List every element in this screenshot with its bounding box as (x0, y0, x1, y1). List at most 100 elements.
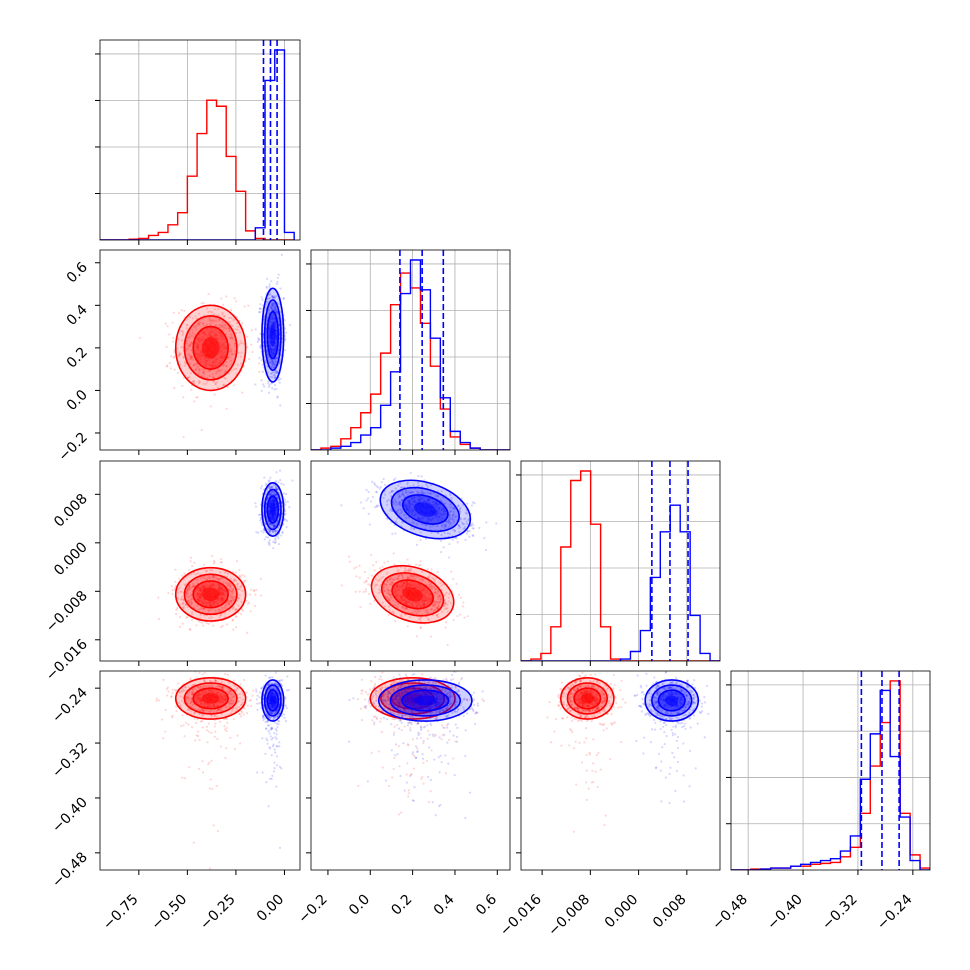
sample-point-red (220, 585, 223, 589)
sample-point-red (242, 679, 246, 682)
sample-point-blue (451, 518, 454, 521)
sample-point-red (433, 600, 436, 604)
sample-point-red (422, 593, 425, 596)
sample-point-red (424, 598, 427, 601)
sample-point-red (225, 726, 228, 730)
sample-point-red (389, 583, 392, 586)
sample-point-red (243, 707, 246, 710)
sample-point-red (428, 584, 431, 587)
sample-point-red (399, 566, 403, 569)
sample-point-blue (270, 726, 274, 730)
sample-point-red (198, 616, 202, 620)
sample-point-blue (261, 771, 264, 774)
sample-point-red (397, 588, 401, 592)
sample-point-red (224, 350, 227, 354)
sample-point-red (400, 574, 404, 577)
sample-point-blue (274, 529, 277, 533)
sample-point-red (180, 690, 183, 694)
sample-point-red (187, 336, 190, 339)
sample-point-red (426, 575, 430, 579)
sample-point-red (232, 694, 236, 697)
sample-point-blue (284, 518, 287, 521)
sample-point-red (200, 692, 203, 696)
sample-point-blue (267, 486, 270, 489)
sample-point-red (432, 577, 435, 580)
sample-point-red (230, 596, 233, 599)
sample-point-blue (265, 482, 268, 485)
sample-point-red (437, 594, 440, 597)
sample-point-red (202, 371, 205, 375)
sample-point-red (436, 589, 440, 592)
sample-point-red (202, 705, 205, 708)
sample-point-red (155, 699, 158, 702)
sample-point-blue (442, 512, 446, 515)
sample-point-red (211, 583, 214, 586)
sample-point-blue (270, 499, 274, 502)
sample-point-blue (407, 490, 410, 493)
sample-point-blue (272, 500, 275, 503)
sample-point-red (224, 370, 227, 373)
sample-point-red (206, 577, 209, 580)
sample-point-blue (420, 515, 424, 518)
sample-point-blue (401, 490, 404, 493)
sample-point-red (195, 597, 199, 600)
sample-point-red (397, 575, 400, 578)
density-fill-blue (414, 502, 437, 517)
sample-point-red (189, 372, 192, 375)
sample-point-blue (270, 306, 273, 309)
sample-point-blue (437, 509, 441, 512)
sample-point-blue (403, 505, 406, 508)
sample-point-red (396, 570, 399, 573)
sample-point-blue (428, 492, 432, 496)
sample-point-red (214, 361, 217, 364)
density-fill-red (402, 587, 423, 602)
sample-point-red (199, 577, 203, 580)
sample-point-red (245, 599, 248, 602)
sample-point-blue (278, 514, 281, 517)
sample-point-blue (274, 539, 277, 542)
sample-point-blue (439, 499, 442, 502)
sample-point-red (239, 683, 242, 686)
sample-point-red (193, 325, 196, 328)
sample-point-red (430, 585, 434, 588)
sample-point-blue (446, 532, 449, 535)
sample-point-blue (465, 532, 468, 535)
sample-point-blue (467, 518, 470, 521)
sample-point-red (213, 715, 216, 718)
sample-point-red (407, 601, 411, 604)
sample-point-blue (277, 316, 280, 319)
sample-point-red (199, 699, 203, 702)
sample-point-red (215, 685, 218, 688)
sample-point-blue (405, 507, 408, 510)
sample-point-blue (400, 498, 404, 502)
sample-point-red (437, 598, 440, 601)
sample-point-blue (272, 321, 275, 324)
sample-point-red (213, 704, 216, 707)
contour-red (174, 677, 247, 720)
sample-point-blue (271, 361, 275, 364)
sample-point-red (184, 697, 188, 700)
density-fill-red (201, 337, 220, 359)
sample-point-red (199, 590, 202, 593)
sample-point-red (224, 346, 227, 349)
sample-point-blue (270, 350, 273, 353)
sample-point-red (210, 320, 213, 323)
sample-point-blue (366, 497, 370, 500)
sample-point-red (175, 709, 178, 713)
sample-point-blue (412, 527, 415, 531)
sample-point-red (204, 333, 207, 336)
sample-point-blue (432, 492, 435, 495)
sample-point-blue (275, 329, 278, 332)
sample-point-blue (268, 340, 271, 343)
sample-point-blue (377, 504, 380, 507)
sample-point-red (387, 591, 390, 594)
sample-point-blue (426, 517, 430, 520)
sample-point-red (220, 596, 223, 600)
sample-point-red (377, 579, 380, 582)
sample-point-red (211, 364, 214, 367)
sample-point-blue (267, 312, 271, 315)
sample-point-red (203, 705, 206, 708)
sample-point-red (192, 585, 195, 588)
sample-point-red (431, 604, 434, 607)
sample-point-red (181, 607, 184, 610)
